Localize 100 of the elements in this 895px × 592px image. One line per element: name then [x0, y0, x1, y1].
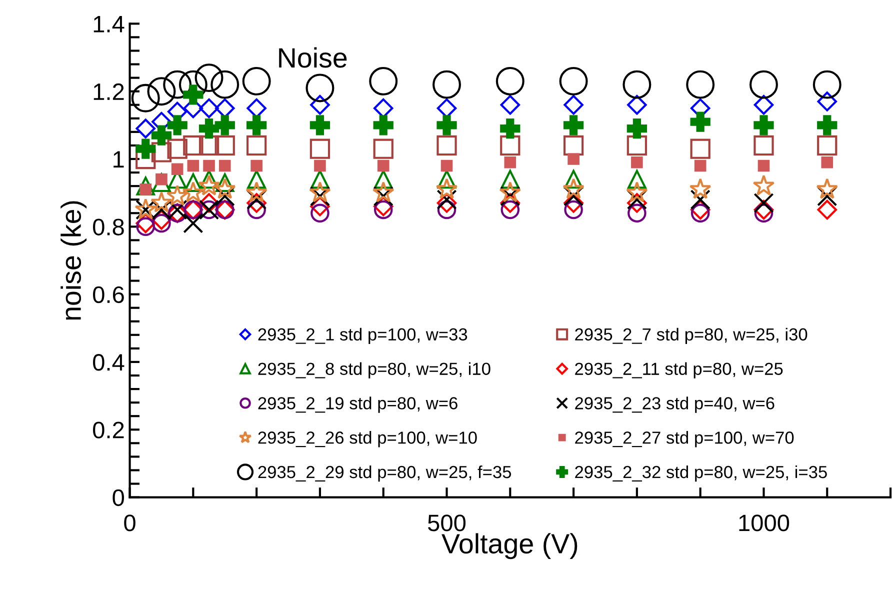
point: [754, 200, 774, 220]
point: [627, 193, 647, 213]
point: [215, 173, 234, 192]
y-tick-label: 0: [112, 489, 124, 506]
point: [500, 186, 520, 206]
y-axis-title: noise (ke): [60, 201, 87, 320]
point: [183, 84, 204, 105]
point: [314, 160, 326, 172]
x-tick-label: 0: [124, 514, 136, 532]
legend-label: 2935_2_23 std p=40, w=6: [575, 396, 774, 413]
point: [690, 112, 710, 132]
point: [437, 170, 456, 189]
point: [564, 193, 584, 213]
point: [817, 92, 838, 112]
point: [246, 135, 267, 156]
point: [752, 174, 775, 196]
y-tick-label: 0.6: [93, 286, 124, 304]
point: [310, 94, 330, 115]
point: [200, 170, 218, 189]
point: [500, 135, 520, 156]
point: [562, 178, 584, 199]
point: [194, 64, 224, 92]
point: [626, 181, 648, 202]
point: [369, 66, 398, 96]
point: [372, 181, 394, 202]
legend-label: 2935_2_8 std p=80, w=25, i10: [258, 362, 490, 378]
point: [754, 115, 774, 136]
point: [689, 178, 712, 199]
point: [754, 204, 774, 222]
point: [436, 135, 457, 156]
point: [377, 160, 390, 172]
point: [500, 193, 520, 213]
point: [626, 190, 648, 210]
point: [564, 170, 583, 189]
point: [563, 186, 584, 206]
point: [310, 115, 330, 136]
text: Noise: [279, 47, 347, 68]
point: [214, 115, 235, 136]
point: [694, 160, 706, 172]
point: [198, 174, 220, 196]
point: [151, 125, 172, 146]
point: [563, 115, 584, 136]
y-tick-label: 1.4: [94, 16, 124, 32]
point: [754, 192, 774, 214]
point: [198, 135, 220, 156]
point: [310, 186, 330, 206]
point: [500, 94, 520, 115]
y-tick-label: 0.4: [93, 354, 124, 371]
legend-label: 2935_2_7 std p=80, w=25, i30: [575, 328, 808, 344]
point: [150, 192, 172, 212]
legend-label: 2935_2_11 std p=80, w=25: [575, 362, 783, 378]
point: [817, 200, 838, 220]
point: [147, 77, 176, 106]
point: [496, 66, 524, 96]
point: [214, 135, 235, 156]
point: [247, 200, 266, 220]
point: [626, 118, 648, 139]
point: [171, 163, 184, 176]
point: [310, 138, 330, 159]
point: [136, 176, 155, 196]
point: [564, 94, 584, 115]
legend-label: 2935_2_27 std p=100, w=70: [575, 431, 794, 448]
point: [136, 118, 156, 138]
point: [440, 160, 453, 172]
point: [758, 160, 770, 172]
point: [568, 153, 580, 165]
point: [203, 160, 215, 172]
point: [821, 156, 834, 168]
point: [373, 115, 394, 136]
point: [218, 160, 231, 172]
point: [198, 118, 220, 139]
point: [184, 173, 203, 192]
point: [563, 135, 584, 156]
point: [436, 190, 457, 210]
point: [163, 70, 192, 99]
point: [504, 156, 516, 168]
point: [626, 135, 648, 156]
point: [690, 190, 710, 210]
point: [136, 213, 156, 234]
point: [817, 135, 838, 156]
point: [374, 200, 393, 220]
point: [559, 66, 588, 96]
point: [310, 170, 330, 189]
point: [167, 115, 188, 136]
point: [214, 178, 236, 199]
point: [564, 200, 583, 220]
point: [183, 213, 204, 234]
y-tick-label: 1.2: [94, 83, 124, 100]
legend-label: 2935_2_29 std p=80, w=25, f=35: [258, 465, 512, 482]
point: [500, 118, 520, 139]
point: [500, 200, 520, 220]
point: [631, 156, 643, 168]
point: [167, 138, 188, 159]
point: [432, 70, 461, 99]
point: [686, 70, 715, 99]
point: [628, 170, 646, 189]
point: [242, 66, 271, 96]
point: [628, 204, 646, 222]
x-tick-label: 1000: [739, 514, 790, 532]
point: [187, 160, 200, 172]
